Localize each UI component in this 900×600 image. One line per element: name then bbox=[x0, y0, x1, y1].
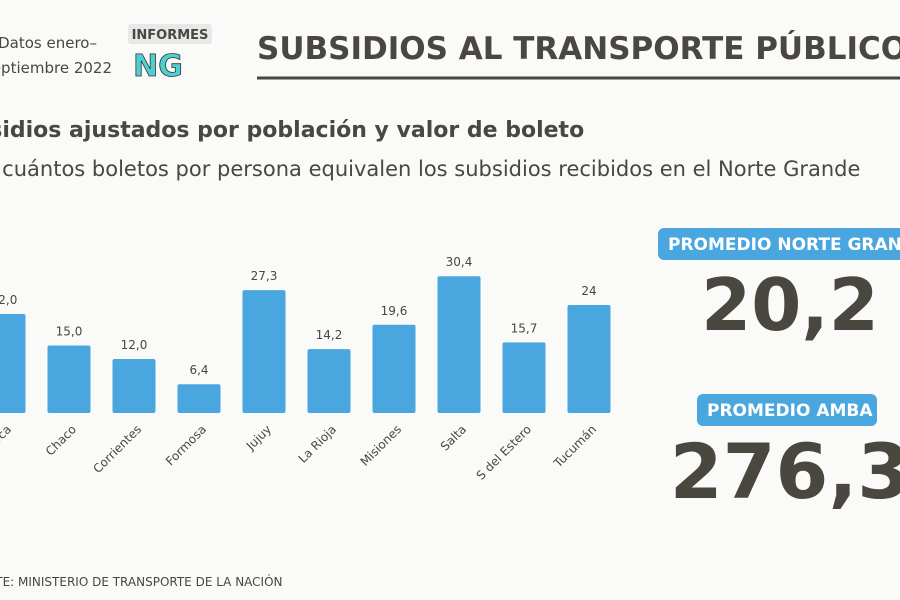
logo-text: INFORMES bbox=[132, 28, 209, 43]
value-label: 14,2 bbox=[316, 328, 343, 342]
value-label: 22,0 bbox=[0, 293, 17, 307]
bar bbox=[112, 359, 156, 413]
bar bbox=[242, 290, 286, 413]
period-line: Datos enero– bbox=[0, 34, 97, 52]
stat-value: 276,3 bbox=[670, 427, 900, 516]
logo-box bbox=[128, 24, 212, 44]
bar bbox=[437, 276, 481, 413]
bar bbox=[372, 324, 416, 413]
source: FUENTE: MINISTERIO DE TRANSPORTE DE LA N… bbox=[0, 574, 283, 589]
bar bbox=[47, 345, 91, 413]
bar bbox=[177, 384, 221, 413]
title: SUBSIDIOS AL TRANSPORTE PÚBLICO bbox=[257, 30, 900, 67]
subtitle: Subsidios ajustados por población y valo… bbox=[0, 118, 584, 143]
value-label: 19,6 bbox=[381, 304, 408, 318]
stat-value: 20,2 bbox=[701, 263, 879, 347]
value-label: 30,4 bbox=[446, 255, 473, 269]
value-label: 15,7 bbox=[511, 321, 538, 335]
bar bbox=[567, 305, 611, 413]
bar bbox=[0, 314, 26, 413]
logo-mark: NG bbox=[133, 49, 183, 84]
value-label: 24 bbox=[581, 284, 596, 298]
period-line: septiembre 2022 bbox=[0, 59, 112, 77]
question: ¿A cuántos boletos por persona equivalen… bbox=[0, 157, 860, 181]
stat-badge bbox=[658, 228, 900, 260]
stat-label: PROMEDIO AMBA bbox=[707, 401, 873, 421]
stat-badge bbox=[697, 394, 877, 426]
value-label: 12,0 bbox=[121, 338, 148, 352]
bar bbox=[502, 342, 546, 413]
value-label: 27,3 bbox=[251, 269, 278, 283]
value-label: 6,4 bbox=[189, 363, 208, 377]
bar bbox=[307, 349, 351, 413]
stat-label: PROMEDIO NORTE GRANDE bbox=[668, 235, 900, 255]
value-label: 15,0 bbox=[56, 325, 83, 339]
